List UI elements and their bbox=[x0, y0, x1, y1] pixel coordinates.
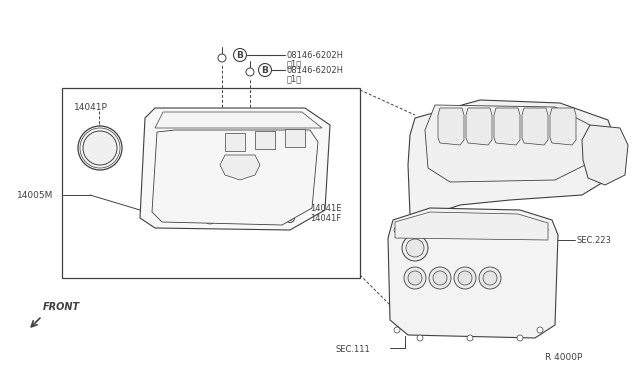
Text: 14041F: 14041F bbox=[310, 214, 341, 222]
Circle shape bbox=[394, 327, 400, 333]
Circle shape bbox=[193, 168, 227, 202]
Circle shape bbox=[408, 271, 422, 285]
Text: 14005M: 14005M bbox=[17, 190, 53, 199]
Text: 08146-6202H: 08146-6202H bbox=[287, 65, 344, 74]
Polygon shape bbox=[152, 130, 318, 225]
Circle shape bbox=[402, 235, 428, 261]
Circle shape bbox=[537, 327, 543, 333]
Polygon shape bbox=[425, 105, 590, 182]
Circle shape bbox=[78, 126, 122, 170]
Polygon shape bbox=[155, 112, 322, 128]
Circle shape bbox=[454, 267, 476, 289]
Polygon shape bbox=[395, 212, 548, 240]
Circle shape bbox=[479, 267, 501, 289]
Circle shape bbox=[404, 267, 426, 289]
Polygon shape bbox=[408, 100, 618, 230]
Circle shape bbox=[394, 227, 400, 233]
Circle shape bbox=[218, 54, 226, 62]
Circle shape bbox=[458, 271, 472, 285]
Text: （1）: （1） bbox=[287, 74, 302, 83]
Circle shape bbox=[429, 267, 451, 289]
Bar bbox=[225, 133, 245, 151]
Circle shape bbox=[188, 163, 232, 207]
Circle shape bbox=[542, 227, 548, 233]
Circle shape bbox=[291, 135, 299, 143]
Circle shape bbox=[517, 335, 523, 341]
Polygon shape bbox=[494, 108, 520, 145]
Circle shape bbox=[170, 195, 180, 205]
Circle shape bbox=[261, 137, 269, 145]
Polygon shape bbox=[466, 108, 492, 145]
Text: 08146-6202H: 08146-6202H bbox=[287, 51, 344, 60]
Circle shape bbox=[593, 139, 621, 167]
Circle shape bbox=[287, 215, 292, 221]
Circle shape bbox=[467, 335, 473, 341]
Text: 3.5: 3.5 bbox=[264, 170, 276, 180]
Polygon shape bbox=[550, 108, 576, 145]
Polygon shape bbox=[140, 108, 330, 230]
Circle shape bbox=[417, 335, 423, 341]
Text: FRONT: FRONT bbox=[43, 302, 80, 312]
Text: B: B bbox=[237, 51, 243, 60]
Bar bbox=[255, 131, 275, 149]
Text: B: B bbox=[262, 65, 268, 74]
Text: （1）: （1） bbox=[287, 60, 302, 68]
Polygon shape bbox=[522, 108, 548, 145]
Circle shape bbox=[204, 212, 216, 224]
Circle shape bbox=[259, 64, 271, 77]
Bar bbox=[285, 129, 305, 147]
Circle shape bbox=[287, 205, 294, 212]
Text: SEC.111: SEC.111 bbox=[335, 346, 370, 355]
Circle shape bbox=[167, 192, 183, 208]
Circle shape bbox=[285, 214, 294, 222]
Circle shape bbox=[433, 271, 447, 285]
Circle shape bbox=[483, 271, 497, 285]
Circle shape bbox=[231, 139, 239, 147]
Circle shape bbox=[406, 239, 424, 257]
Bar bbox=[62, 88, 360, 278]
Polygon shape bbox=[582, 125, 628, 185]
Text: SEC.223: SEC.223 bbox=[577, 235, 612, 244]
Circle shape bbox=[598, 144, 616, 162]
Text: 14041P: 14041P bbox=[74, 103, 108, 112]
Circle shape bbox=[246, 68, 254, 76]
Circle shape bbox=[234, 48, 246, 61]
Polygon shape bbox=[388, 208, 558, 338]
Polygon shape bbox=[438, 108, 464, 145]
Polygon shape bbox=[220, 155, 260, 180]
Text: 14041E: 14041E bbox=[310, 203, 342, 212]
Text: R 4000P: R 4000P bbox=[545, 353, 582, 362]
Circle shape bbox=[83, 131, 117, 165]
Text: V6: V6 bbox=[233, 162, 247, 172]
